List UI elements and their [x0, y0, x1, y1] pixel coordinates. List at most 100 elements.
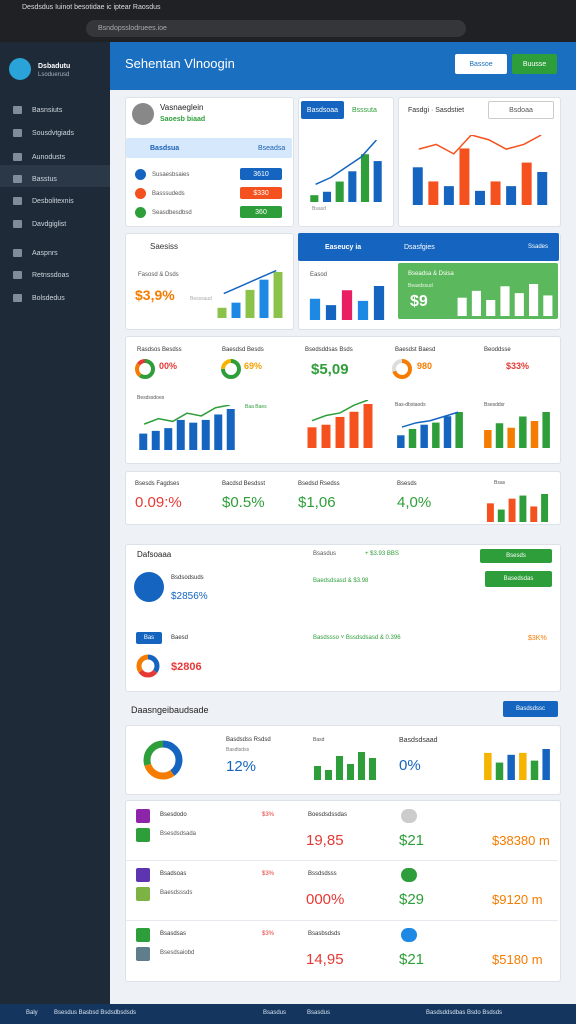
bar	[506, 186, 517, 205]
taskbar-item: Baly	[26, 1010, 38, 1016]
bar	[373, 286, 385, 320]
donut-segment	[221, 359, 241, 379]
bar	[310, 195, 319, 202]
chart-title: Bas-dbstaods	[395, 402, 426, 408]
address-bar[interactable]	[86, 20, 466, 37]
bar	[151, 430, 160, 450]
bar	[164, 428, 173, 450]
stat-title: Bsedsd Rsedss	[298, 481, 340, 487]
metric-title: Bsedsddsas Bsds	[305, 347, 353, 353]
button[interactable]	[488, 101, 554, 119]
button[interactable]	[480, 549, 552, 563]
label: Dsasfgies	[404, 244, 435, 251]
nav-item[interactable]: Aunodusts	[32, 154, 66, 161]
icon	[136, 928, 150, 942]
button[interactable]	[512, 54, 557, 74]
button[interactable]	[136, 632, 162, 644]
icon	[132, 103, 154, 125]
mini-chart	[484, 412, 550, 448]
bar	[537, 172, 548, 205]
row-name: Bsadsoas	[160, 871, 187, 877]
bar	[541, 494, 549, 522]
bar	[408, 428, 417, 448]
bar	[373, 161, 382, 202]
mini-chart	[143, 740, 183, 780]
tab: Bseadsa	[258, 145, 286, 152]
button[interactable]	[240, 187, 282, 199]
label: Basd	[313, 737, 325, 743]
bar	[321, 424, 331, 448]
trend-line	[223, 269, 277, 295]
value: 12%	[226, 758, 257, 775]
row-sub: Baesdsssds	[160, 890, 193, 896]
metric-title: Rasdsos Besdss	[137, 347, 182, 353]
big-value: $3,9%	[135, 287, 175, 303]
label: Baedsdsasd & $3.98	[313, 578, 369, 584]
bar	[514, 293, 524, 316]
card-title: Saesiss	[150, 242, 179, 251]
bar	[341, 290, 353, 320]
bar	[201, 419, 210, 450]
label: Basdtsdss	[226, 747, 250, 753]
label: Basdsdsaad	[399, 737, 438, 744]
button[interactable]	[503, 701, 558, 717]
pill: $3%	[262, 871, 275, 877]
value: $21	[399, 951, 425, 968]
nav-item[interactable]: Desbolitexnis	[32, 198, 74, 205]
value: 000%	[306, 891, 345, 908]
bar	[322, 191, 332, 202]
mini-chart	[412, 135, 548, 205]
bar	[443, 416, 452, 448]
nav-item[interactable]: Sousdvtgiads	[32, 130, 75, 137]
bar	[443, 186, 454, 205]
bar	[231, 302, 241, 318]
nav-item[interactable]: Retnssdoas	[32, 272, 69, 279]
button[interactable]	[485, 571, 552, 587]
mini-chart	[457, 284, 553, 316]
icon	[126, 138, 292, 158]
card	[125, 544, 561, 692]
bar	[459, 148, 470, 205]
bar	[360, 154, 370, 202]
donut-segment	[392, 359, 412, 379]
button[interactable]	[455, 54, 507, 74]
bar	[325, 305, 337, 320]
stat-title: Bsesds Fagdses	[135, 481, 180, 487]
brand-logo	[9, 58, 31, 80]
icon	[136, 809, 150, 823]
bar	[368, 758, 377, 780]
bar	[189, 422, 198, 450]
button[interactable]	[240, 206, 282, 218]
nav-item[interactable]: Basnsiuts	[32, 107, 63, 114]
label: Ssades	[528, 244, 549, 250]
button-label: Bsdoaa	[509, 106, 533, 114]
nav-item[interactable]: Basstus	[32, 176, 57, 183]
icon	[136, 828, 150, 842]
nav-item[interactable]: Aaspnrs	[32, 250, 58, 257]
button[interactable]	[301, 101, 344, 119]
stat-title: Bsas	[494, 480, 506, 486]
button[interactable]	[240, 168, 282, 180]
label: Boesdsdssdas	[308, 812, 348, 818]
bar	[542, 749, 550, 780]
bar	[543, 295, 553, 316]
nav-item[interactable]: Davdgiglist	[32, 221, 67, 228]
label: Easod	[310, 272, 328, 278]
bar	[486, 300, 496, 316]
card	[125, 800, 561, 982]
bar	[214, 414, 223, 450]
bar	[519, 752, 527, 780]
bar	[519, 495, 527, 522]
icon	[13, 249, 22, 257]
icon	[13, 197, 22, 205]
row-sub: Bsesdsdsada	[160, 831, 197, 837]
bar	[432, 422, 440, 448]
donut-segment	[135, 359, 155, 379]
row-label: Seasdbesdbsd	[152, 210, 192, 216]
metric-value: 00%	[159, 361, 178, 371]
nav-item[interactable]: Bolsdedus	[32, 295, 65, 302]
tab: Basdsua	[150, 145, 180, 152]
trend-line	[418, 135, 542, 155]
bar	[508, 498, 516, 522]
taskbar	[0, 1004, 576, 1024]
